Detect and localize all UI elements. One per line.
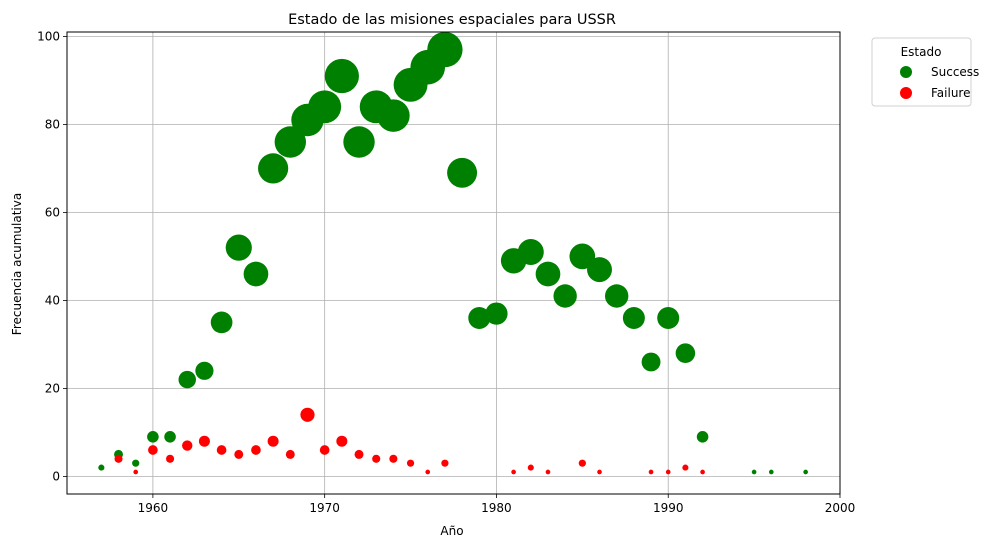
success-point: [553, 284, 577, 308]
y-axis-label: Frecuencia acumulativa: [10, 193, 24, 335]
legend-label-failure: Failure: [931, 86, 970, 100]
failure-point: [527, 464, 534, 471]
failure-point: [300, 407, 315, 422]
failure-point: [336, 435, 348, 447]
success-point: [178, 370, 196, 389]
success-point: [427, 31, 463, 68]
failure-point: [182, 440, 193, 451]
success-point: [164, 431, 176, 443]
success-point: [569, 243, 596, 270]
success-point: [98, 464, 105, 471]
failure-point: [665, 469, 671, 475]
failure-point: [441, 459, 449, 467]
failure-point: [148, 445, 158, 455]
x-tick-label: 1960: [138, 501, 169, 515]
failure-point: [319, 445, 330, 455]
y-tick-label: 40: [45, 293, 60, 307]
success-point: [210, 311, 233, 334]
failure-point: [285, 449, 295, 459]
success-point: [447, 157, 478, 188]
failure-point: [406, 459, 415, 467]
success-point: [517, 239, 544, 265]
failure-point: [354, 449, 364, 459]
failure-point: [511, 469, 516, 475]
failure-point: [216, 445, 227, 455]
failure-point: [389, 454, 398, 463]
success-point: [675, 343, 696, 363]
y-tick-label: 100: [37, 29, 60, 43]
failure-point: [267, 435, 279, 447]
legend-marker-failure: [900, 87, 912, 99]
failure-point: [234, 449, 244, 459]
data-points: [98, 31, 808, 475]
y-tick-label: 80: [45, 117, 60, 131]
failure-point: [166, 454, 175, 463]
success-point: [225, 234, 252, 261]
success-point: [147, 431, 159, 443]
plot-area-frame: [66, 31, 841, 495]
success-point: [751, 469, 757, 475]
failure-point: [578, 459, 586, 467]
chart-title: Estado de las misiones espaciales para U…: [288, 12, 616, 28]
success-point: [768, 469, 774, 475]
axes: 1960 1970 1980 1990 2000 0 20 40 60 80 100: [37, 29, 855, 515]
failure-point: [251, 445, 261, 455]
success-point: [243, 261, 269, 287]
success-point: [132, 459, 140, 467]
success-point: [343, 126, 375, 158]
success-point: [587, 257, 612, 283]
failure-point: [372, 454, 381, 463]
legend-label-success: Success: [931, 65, 979, 79]
legend-marker-success: [900, 66, 912, 78]
x-tick-label: 2000: [825, 501, 856, 515]
success-point: [696, 431, 709, 443]
failure-point: [133, 469, 139, 475]
failure-point: [114, 454, 123, 463]
y-tick-label: 60: [45, 205, 60, 219]
failure-point: [198, 435, 210, 447]
x-tick-label: 1990: [653, 501, 684, 515]
failure-point: [425, 469, 431, 475]
failure-point: [597, 469, 602, 475]
legend: Estado Success Failure: [871, 37, 979, 107]
success-point: [641, 352, 661, 372]
success-point: [308, 90, 342, 124]
success-point: [258, 153, 289, 184]
success-point: [604, 284, 629, 308]
success-point: [195, 361, 214, 380]
failure-point: [700, 469, 705, 475]
x-tick-label: 1980: [481, 501, 512, 515]
success-point: [657, 307, 680, 329]
success-point: [803, 469, 808, 475]
legend-frame: [871, 37, 972, 107]
y-tick-label: 0: [52, 469, 60, 483]
success-point: [274, 126, 307, 158]
success-point: [535, 261, 561, 287]
success-point: [622, 307, 645, 329]
success-point: [485, 302, 508, 325]
legend-title: Estado: [901, 45, 942, 59]
x-axis-label: Año: [440, 524, 463, 538]
failure-point: [682, 464, 689, 471]
success-point: [324, 58, 359, 94]
success-point: [377, 99, 410, 132]
x-tick-label: 1970: [309, 501, 340, 515]
failure-point: [545, 469, 551, 475]
success-point: [468, 307, 491, 329]
y-tick-label: 20: [45, 381, 60, 395]
failure-point: [648, 469, 654, 475]
